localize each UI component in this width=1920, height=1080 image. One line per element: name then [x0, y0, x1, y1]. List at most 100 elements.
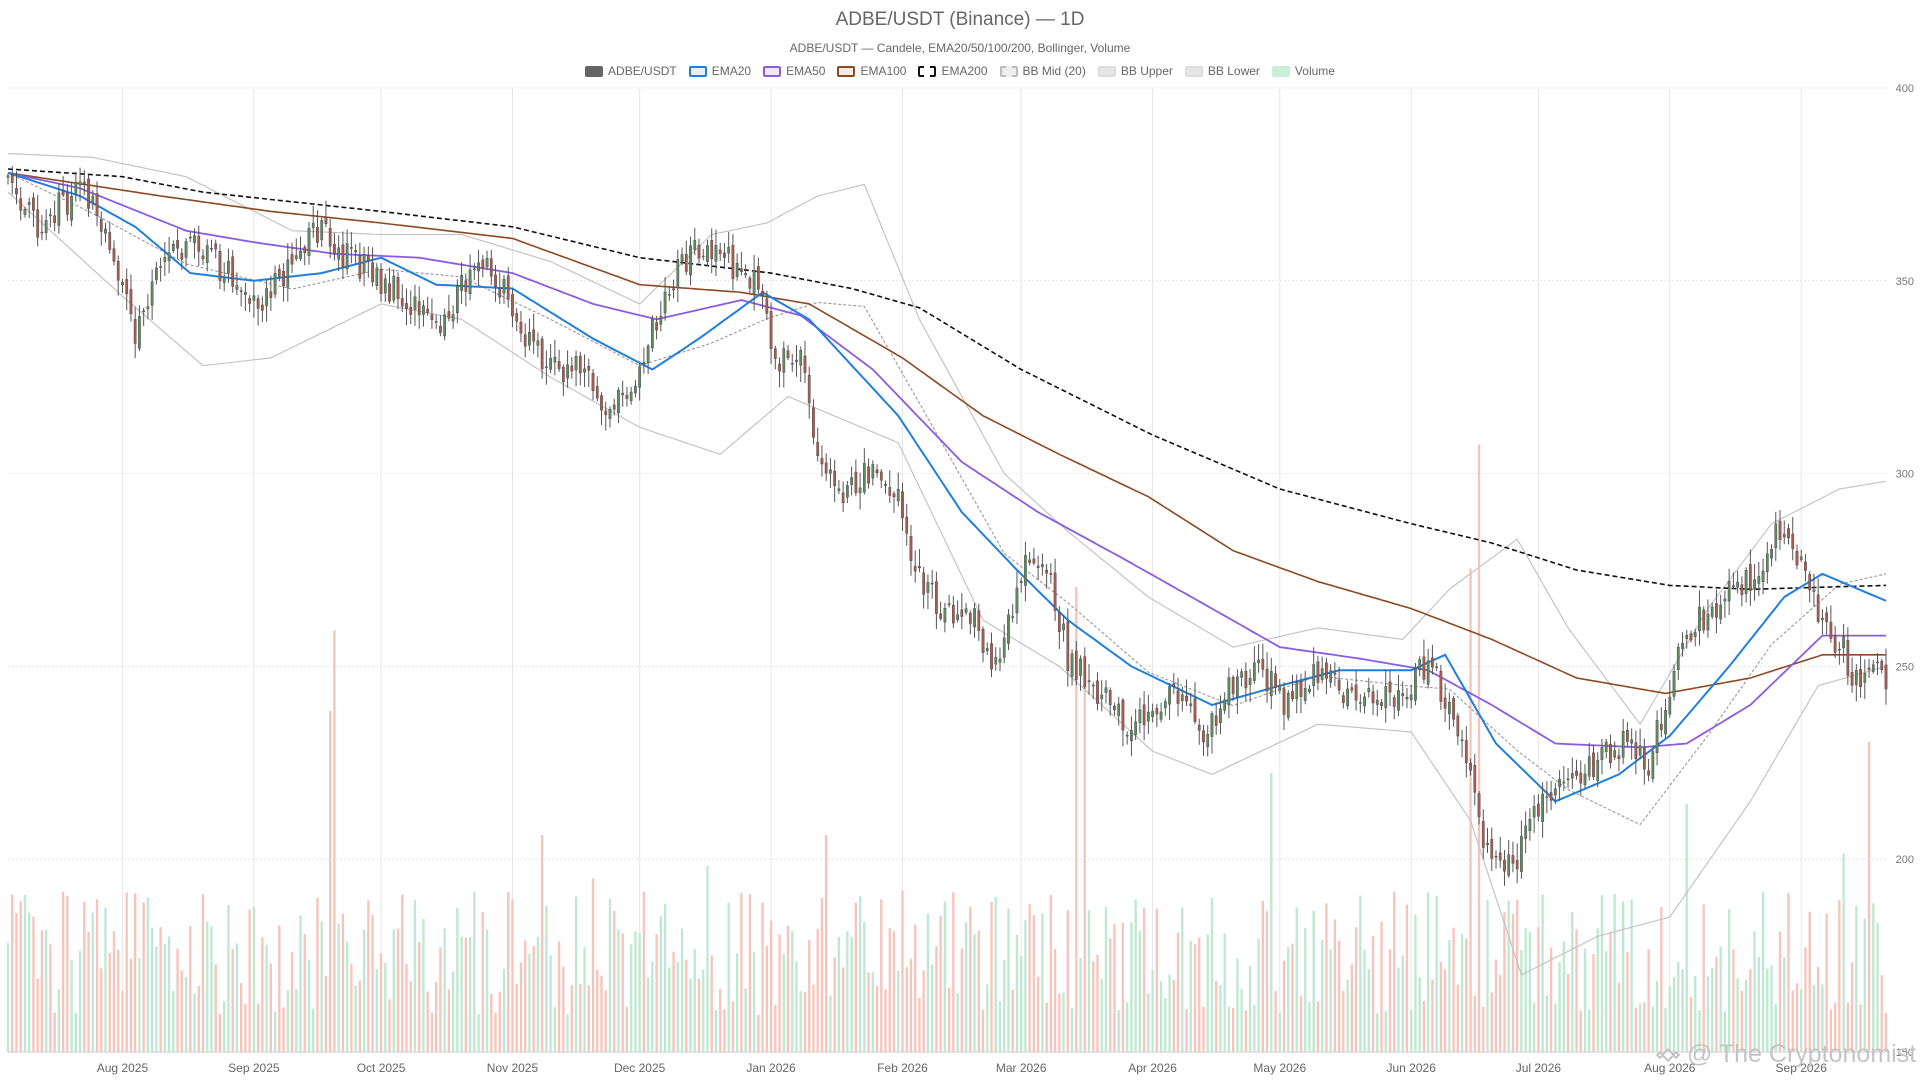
candle-body: [434, 321, 438, 323]
legend-item[interactable]: EMA20: [688, 62, 751, 80]
candle: [1422, 639, 1426, 684]
volume-bar: [914, 924, 917, 1052]
candle: [701, 248, 705, 261]
legend-item[interactable]: BB Lower: [1184, 62, 1260, 80]
volume-bar: [1376, 1013, 1379, 1052]
candle-body: [1494, 855, 1498, 858]
candle: [53, 200, 56, 232]
candle: [82, 169, 86, 195]
candle-body: [1812, 589, 1816, 592]
candle: [629, 386, 633, 405]
volume-bar: [1609, 931, 1612, 1052]
volume-bar: [1380, 921, 1383, 1052]
candle: [1621, 718, 1625, 764]
candle-body: [1804, 561, 1807, 571]
candle-body: [549, 357, 552, 370]
candle-body: [1664, 710, 1667, 735]
legend-item[interactable]: EMA200: [918, 62, 988, 80]
volume-bar: [1511, 913, 1515, 1052]
volume-bar: [1215, 980, 1218, 1052]
volume-bar: [774, 1004, 777, 1052]
volume-bar: [604, 990, 607, 1052]
volume-bar: [1507, 900, 1510, 1052]
candle: [867, 458, 870, 489]
volume-bar: [820, 898, 824, 1052]
candle: [1507, 840, 1511, 878]
volume-bar: [608, 898, 612, 1052]
candle-body: [159, 266, 162, 268]
candle: [1354, 670, 1358, 711]
legend-item[interactable]: BB Upper: [1097, 62, 1173, 80]
candle: [1045, 563, 1048, 589]
candle-body: [748, 277, 752, 289]
candle-body: [1176, 690, 1180, 704]
candle-body: [299, 250, 302, 259]
legend-item[interactable]: BB Mid (20): [999, 62, 1086, 80]
candle: [545, 350, 548, 385]
candle: [879, 469, 883, 489]
volume-bar: [1783, 957, 1786, 1052]
candle: [1566, 767, 1570, 789]
volume-bar: [163, 943, 167, 1052]
candle-body: [138, 316, 141, 349]
legend-item[interactable]: EMA100: [837, 62, 906, 80]
candle-body: [1592, 752, 1595, 777]
volume-bar: [553, 1006, 557, 1052]
legend-item[interactable]: EMA50: [763, 62, 825, 80]
candle: [1367, 677, 1371, 698]
volume-bar: [689, 978, 692, 1052]
volume-bar: [778, 934, 781, 1052]
volume-bar: [1800, 989, 1803, 1052]
candle-body: [1833, 635, 1837, 653]
candle-body: [1859, 669, 1862, 688]
y-tick-label: 350: [1896, 276, 1914, 288]
candle: [201, 249, 205, 266]
volume-bar: [1613, 893, 1616, 1052]
candle-body: [1138, 709, 1142, 724]
legend-item[interactable]: ADBE/USDT: [585, 62, 677, 80]
candle: [1642, 738, 1646, 785]
volume-bar: [1757, 956, 1760, 1052]
candle-body: [1163, 701, 1167, 709]
volume-bar: [579, 983, 582, 1052]
candle: [197, 225, 201, 266]
volume-bar: [1435, 895, 1438, 1052]
x-tick-label: Jun 2026: [1387, 1061, 1437, 1075]
candle: [1515, 843, 1519, 884]
candle-body: [1655, 720, 1659, 754]
volume-bar: [180, 970, 183, 1052]
volume-bar: [1155, 908, 1159, 1052]
candle-body: [1609, 743, 1612, 763]
candle: [1439, 664, 1443, 711]
candle: [477, 249, 480, 286]
candle: [489, 249, 493, 286]
candle: [1227, 667, 1231, 719]
volume-bar: [1198, 937, 1201, 1052]
volume-bar: [1596, 928, 1599, 1052]
candle-body: [1791, 533, 1795, 549]
candle-body: [1206, 733, 1210, 748]
candle: [485, 250, 489, 271]
candle: [1176, 677, 1180, 717]
candle: [875, 464, 879, 478]
candle: [1693, 628, 1697, 647]
volume-bar: [1248, 966, 1252, 1052]
volume-bar: [799, 991, 802, 1052]
volume-bar: [1448, 940, 1451, 1052]
volume-bar: [502, 968, 506, 1052]
candle: [1325, 657, 1328, 695]
candle: [1706, 599, 1710, 638]
candle-body: [1787, 528, 1790, 539]
volume-bar: [1176, 932, 1180, 1052]
volume-bar: [36, 978, 39, 1052]
candle-body: [1719, 604, 1723, 620]
legend-item[interactable]: Volume: [1271, 62, 1335, 80]
candle: [536, 332, 540, 358]
volume-bar: [964, 921, 968, 1052]
volume-bar: [1528, 931, 1532, 1052]
candle: [1715, 589, 1718, 634]
candle-body: [701, 255, 705, 258]
volume-bar: [693, 949, 696, 1052]
candle-body: [265, 288, 268, 307]
candle: [1159, 702, 1163, 723]
